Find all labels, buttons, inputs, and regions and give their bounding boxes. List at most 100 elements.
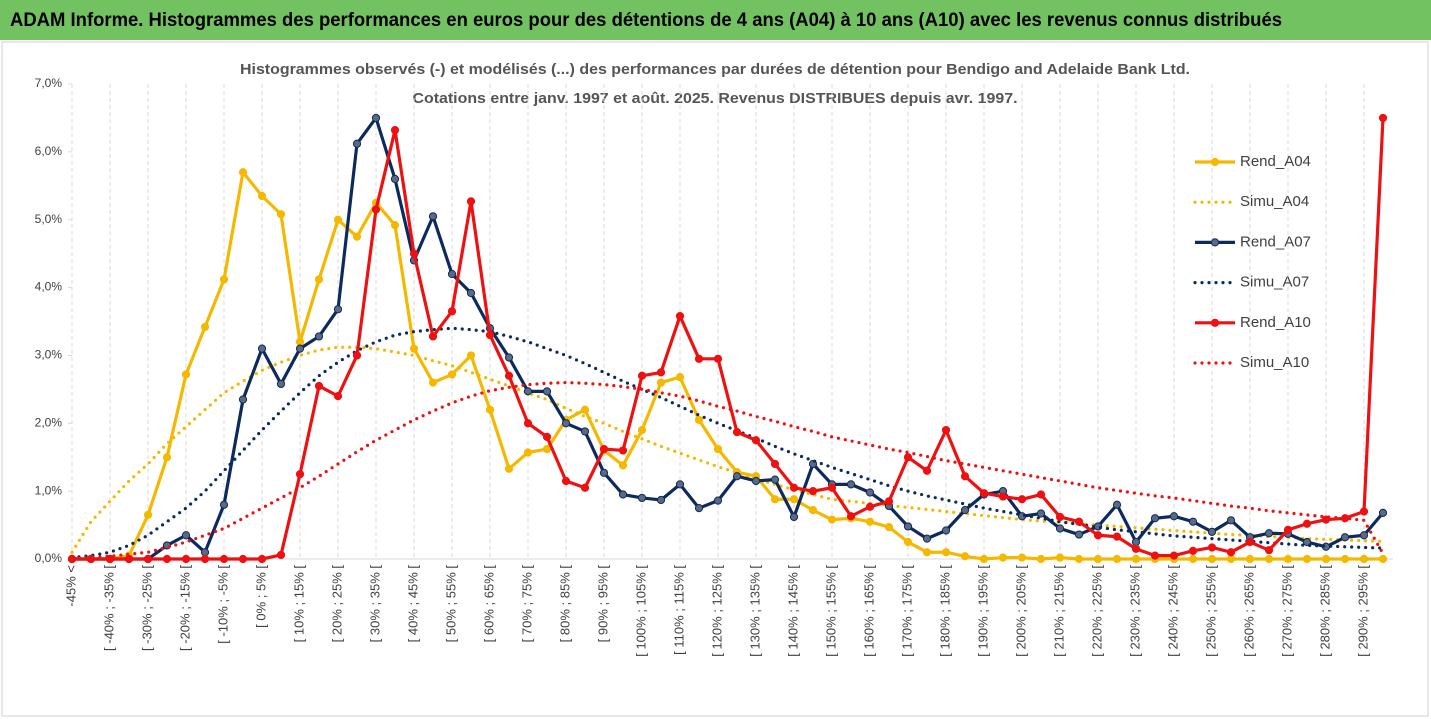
point xyxy=(219,500,229,509)
point xyxy=(219,554,229,564)
point xyxy=(1207,543,1217,552)
point xyxy=(1055,524,1065,533)
point xyxy=(1017,495,1027,504)
point xyxy=(1017,553,1027,562)
point xyxy=(1074,517,1084,526)
point xyxy=(523,419,533,428)
point xyxy=(542,432,552,441)
point xyxy=(789,483,799,492)
point xyxy=(827,515,837,524)
point xyxy=(1302,554,1312,564)
y-tick-label: 0,0% xyxy=(35,551,63,565)
x-tick-label: [ 190% ; 195% [ xyxy=(975,565,990,657)
point xyxy=(675,311,685,321)
y-tick-label: 1,0% xyxy=(35,483,63,497)
x-tick-label: [ 90% ; 95% [ xyxy=(595,565,610,643)
point xyxy=(656,495,666,505)
point xyxy=(1131,537,1141,547)
point xyxy=(827,483,837,492)
x-tick-label: [ 100% ; 105% [ xyxy=(633,565,648,657)
series-line xyxy=(72,116,1385,561)
x-tick-label: [ 240% ; 245% [ xyxy=(1165,565,1180,657)
point xyxy=(1207,554,1217,564)
point xyxy=(295,470,305,479)
x-tick-label: [ -40% ; -35% [ xyxy=(101,565,116,651)
legend-label: Simu_A07 xyxy=(1240,274,1309,291)
legend-label: Rend_A10 xyxy=(1240,314,1311,331)
legend-label: Simu_A04 xyxy=(1240,193,1309,210)
y-tick-label: 5,0% xyxy=(35,212,63,226)
point xyxy=(1112,554,1122,564)
point xyxy=(447,370,457,379)
series-line xyxy=(70,345,1385,554)
point xyxy=(1169,512,1179,521)
point xyxy=(751,476,761,486)
point xyxy=(390,221,400,230)
point xyxy=(732,472,742,481)
x-tick-label: [ 80% ; 85% [ xyxy=(557,565,572,643)
point xyxy=(1112,500,1122,509)
point xyxy=(1264,554,1274,564)
point xyxy=(200,554,210,564)
point xyxy=(637,425,647,435)
point xyxy=(238,554,248,564)
point xyxy=(694,415,704,424)
point xyxy=(789,495,799,504)
point xyxy=(390,174,400,184)
point xyxy=(219,275,229,284)
point xyxy=(1226,548,1236,557)
point xyxy=(295,344,305,353)
legend-marker xyxy=(1210,157,1220,167)
point xyxy=(998,553,1008,562)
point xyxy=(276,210,286,219)
point xyxy=(428,378,438,387)
point xyxy=(656,378,666,387)
point xyxy=(352,139,362,148)
point xyxy=(865,502,875,511)
series-line xyxy=(72,117,1385,561)
point xyxy=(314,381,324,391)
point xyxy=(1074,554,1084,564)
series-line xyxy=(72,170,1383,561)
x-tick-label: [ 110% ; 115% [ xyxy=(671,565,686,655)
point xyxy=(865,517,875,526)
point xyxy=(960,506,970,515)
point xyxy=(124,554,134,564)
legend-label: Rend_A04 xyxy=(1240,153,1311,170)
point xyxy=(143,510,153,519)
legend-label: Simu_A10 xyxy=(1240,354,1309,371)
point xyxy=(865,488,875,497)
x-tick-label: [ 260% ; 265% [ xyxy=(1241,565,1256,657)
point xyxy=(466,351,476,360)
point xyxy=(1340,554,1350,564)
point xyxy=(713,354,723,363)
x-tick-label: [ 250% ; 255% [ xyxy=(1203,565,1218,657)
point xyxy=(618,461,628,470)
point xyxy=(162,554,172,564)
point xyxy=(1378,508,1388,517)
point xyxy=(1283,554,1293,564)
point xyxy=(333,392,343,401)
point xyxy=(257,344,267,353)
point xyxy=(1378,113,1388,123)
point xyxy=(200,322,210,332)
point xyxy=(257,554,267,564)
x-tick-label: [ 20% ; 25% [ xyxy=(329,565,344,643)
point xyxy=(523,387,533,396)
legend-marker xyxy=(1210,238,1220,247)
point xyxy=(580,427,590,436)
point xyxy=(466,197,476,206)
x-tick-label: [ 290% ; 295% [ xyxy=(1355,565,1370,657)
point xyxy=(1036,509,1046,518)
x-tick-label: [ 280% ; 285% [ xyxy=(1317,565,1332,657)
point xyxy=(1169,551,1179,560)
series-line xyxy=(70,380,1385,561)
point xyxy=(333,215,343,224)
point xyxy=(1359,531,1369,540)
point xyxy=(257,191,267,201)
point xyxy=(979,489,989,498)
y-tick-label: 2,0% xyxy=(35,415,63,429)
point xyxy=(1302,519,1312,528)
point xyxy=(447,269,457,279)
x-tick-label: [ 210% ; 215% [ xyxy=(1051,565,1066,657)
